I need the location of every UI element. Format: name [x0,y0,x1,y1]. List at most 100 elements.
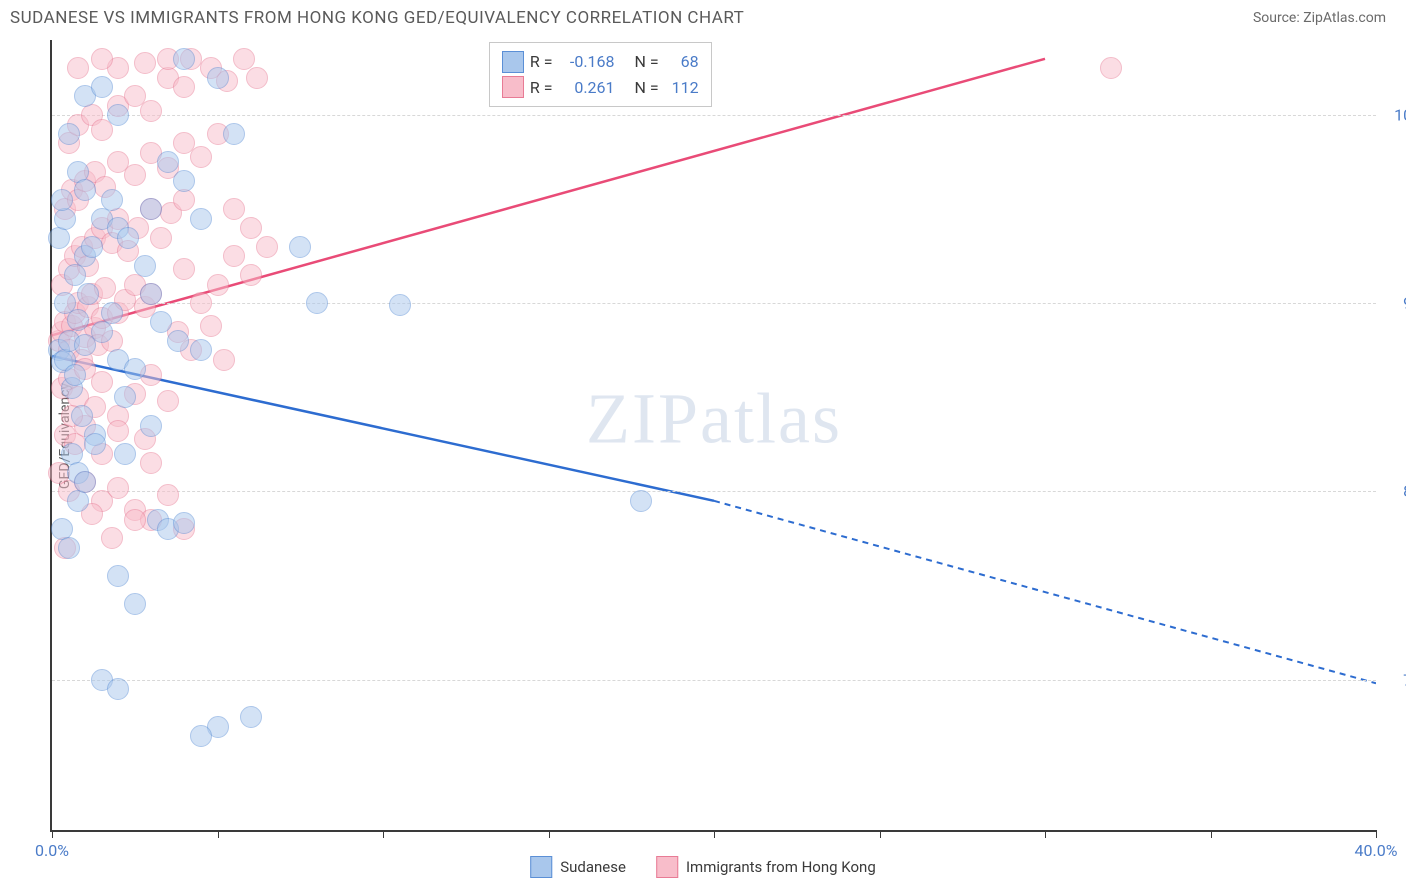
scatter-point [140,452,162,474]
scatter-point [140,100,162,122]
r-label: R = [530,75,553,101]
source-prefix: Source: [1253,10,1303,26]
scatter-point [140,283,162,305]
scatter-point [157,151,179,173]
ytick-label: 70.0% [1386,670,1406,689]
scatter-point [207,274,229,296]
legend-label-sudanese: Sudanese [560,858,626,876]
r-value: 0.261 [559,75,615,101]
scatter-point [124,509,146,531]
scatter-point [150,311,172,333]
xtick [714,830,715,838]
xtick-label: 0.0% [35,841,69,860]
scatter-point [107,678,129,700]
scatter-point [289,236,311,258]
scatter-point [51,189,73,211]
scatter-point [190,339,212,361]
n-value: 68 [665,49,699,75]
scatter-point [124,164,146,186]
source-link[interactable]: ZipAtlas.com [1303,10,1386,26]
scatter-point [630,490,652,512]
scatter-point [58,123,80,145]
scatter-point [91,371,113,393]
scatter-point [101,527,123,549]
scatter-point [173,258,195,280]
scatter-point [1100,57,1122,79]
scatter-point [389,294,411,316]
xtick [218,830,219,838]
scatter-point [117,227,139,249]
scatter-point [173,170,195,192]
scatter-point [71,405,93,427]
scatter-point [54,292,76,314]
scatter-point [54,208,76,230]
scatter-point [173,512,195,534]
scatter-point [84,433,106,455]
n-label: N = [634,49,658,75]
stats-swatch [502,51,524,73]
scatter-point [124,358,146,380]
scatter-point [81,236,103,258]
scatter-point [200,315,222,337]
scatter-point [114,443,136,465]
xtick [880,830,881,838]
scatter-point [101,189,123,211]
legend-item-sudanese: Sudanese [530,856,626,878]
scatter-point [233,48,255,70]
scatter-point [67,490,89,512]
gridline-h [52,680,1376,681]
scatter-point [246,67,268,89]
scatter-point [140,415,162,437]
scatter-point [207,67,229,89]
n-value: 112 [665,75,699,101]
scatter-point [150,227,172,249]
scatter-point [64,264,86,286]
legend-swatch-hongkong [656,856,678,878]
scatter-point [124,593,146,615]
scatter-point [134,255,156,277]
watermark-thin: atlas [700,379,842,459]
chart-title: SUDANESE VS IMMIGRANTS FROM HONG KONG GE… [10,8,744,28]
scatter-point [58,537,80,559]
stats-legend: R =-0.168 N =68R =0.261 N =112 [489,42,712,107]
scatter-point [190,146,212,168]
scatter-point [107,477,129,499]
scatter-point [223,245,245,267]
legend-label-hongkong: Immigrants from Hong Kong [686,858,876,876]
source-attribution: Source: ZipAtlas.com [1253,10,1386,26]
scatter-point [91,48,113,70]
scatter-point [223,198,245,220]
scatter-point [101,302,123,324]
scatter-point [173,48,195,70]
scatter-point [190,725,212,747]
scatter-point [173,189,195,211]
scatter-point [306,292,328,314]
xtick [1211,830,1212,838]
scatter-point [256,236,278,258]
n-label: N = [634,75,658,101]
scatter-point [240,706,262,728]
scatter-point [190,292,212,314]
scatter-plot: ZIPatlas 70.0%80.0%90.0%100.0%0.0%40.0%R… [50,40,1376,832]
scatter-point [48,462,70,484]
xtick [383,830,384,838]
scatter-point [157,390,179,412]
ytick-label: 90.0% [1386,294,1406,313]
scatter-point [190,208,212,230]
scatter-point [240,217,262,239]
ytick-label: 80.0% [1386,482,1406,501]
xtick [52,830,53,838]
gridline-h [52,303,1376,304]
scatter-point [77,283,99,305]
scatter-point [140,198,162,220]
watermark-bold: ZIP [586,379,700,459]
scatter-point [173,76,195,98]
xtick [1045,830,1046,838]
stats-legend-row: R = 0.261 N = 112 [502,75,699,101]
gridline-h [52,115,1376,116]
scatter-point [48,227,70,249]
scatter-point [67,57,89,79]
scatter-point [223,123,245,145]
scatter-point [134,52,156,74]
scatter-point [107,565,129,587]
